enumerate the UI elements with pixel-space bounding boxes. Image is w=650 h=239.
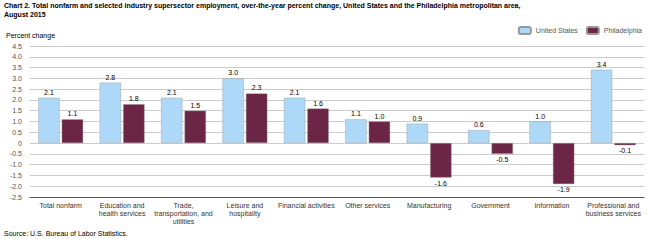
svg-text:utilities: utilities: [173, 218, 195, 225]
svg-text:-1.6: -1.6: [435, 180, 447, 187]
svg-text:Professional and: Professional and: [587, 202, 639, 209]
svg-text:3.4: 3.4: [597, 61, 607, 68]
svg-text:hospitality: hospitality: [229, 210, 261, 218]
svg-text:Chart 2. Total nonfarm and sel: Chart 2. Total nonfarm and selected indu…: [4, 2, 520, 10]
svg-text:3.0: 3.0: [228, 69, 238, 76]
svg-text:3.0: 3.0: [12, 75, 22, 82]
svg-text:2.0: 2.0: [12, 96, 22, 103]
svg-text:4.0: 4.0: [12, 53, 22, 60]
svg-text:-0.5: -0.5: [496, 156, 508, 163]
svg-text:Leisure and: Leisure and: [227, 202, 264, 209]
svg-text:2.1: 2.1: [290, 89, 300, 96]
svg-text:August 2015: August 2015: [4, 11, 46, 19]
svg-text:Source: U.S. Bureau of Labor S: Source: U.S. Bureau of Labor Statistics.: [4, 230, 128, 237]
svg-text:2.1: 2.1: [44, 89, 54, 96]
svg-text:1.0: 1.0: [375, 113, 385, 120]
svg-text:Financial activities: Financial activities: [278, 202, 335, 209]
svg-text:1.5: 1.5: [190, 102, 200, 109]
svg-text:-1.0: -1.0: [10, 161, 22, 168]
svg-text:-1.5: -1.5: [10, 172, 22, 179]
svg-text:-0.5: -0.5: [10, 150, 22, 157]
svg-text:Total nonfarm: Total nonfarm: [39, 202, 82, 209]
svg-text:2.3: 2.3: [252, 84, 262, 91]
svg-text:Philadelphia: Philadelphia: [604, 27, 642, 35]
svg-text:1.1: 1.1: [351, 110, 361, 117]
svg-text:health services: health services: [99, 210, 146, 217]
svg-text:-1.9: -1.9: [558, 186, 570, 193]
svg-text:-0.1: -0.1: [619, 147, 631, 154]
svg-text:1.8: 1.8: [129, 95, 139, 102]
svg-text:business services: business services: [586, 210, 642, 217]
svg-text:Other services: Other services: [345, 202, 391, 209]
svg-text:4.5: 4.5: [12, 43, 22, 50]
svg-text:Manufacturing: Manufacturing: [407, 202, 451, 210]
svg-text:Percent change: Percent change: [6, 32, 55, 40]
svg-text:1.6: 1.6: [313, 100, 323, 107]
svg-text:0: 0: [18, 140, 22, 147]
svg-text:1.0: 1.0: [535, 113, 545, 120]
svg-text:Trade,: Trade,: [174, 202, 194, 209]
svg-text:3.5: 3.5: [12, 64, 22, 71]
svg-text:0.9: 0.9: [412, 115, 422, 122]
svg-text:United States: United States: [536, 27, 579, 34]
svg-text:1.1: 1.1: [68, 110, 78, 117]
svg-text:0.5: 0.5: [12, 129, 22, 136]
svg-text:1.0: 1.0: [12, 118, 22, 125]
svg-text:transportation, and: transportation, and: [154, 210, 212, 218]
svg-text:Education and: Education and: [100, 202, 145, 209]
svg-text:-2.5: -2.5: [10, 194, 22, 201]
svg-text:2.1: 2.1: [167, 89, 177, 96]
svg-text:-2.0: -2.0: [10, 183, 22, 190]
svg-text:0.6: 0.6: [474, 121, 484, 128]
svg-text:2.5: 2.5: [12, 86, 22, 93]
svg-text:1.5: 1.5: [12, 107, 22, 114]
svg-text:2.8: 2.8: [105, 74, 115, 81]
svg-text:Information: Information: [534, 202, 569, 209]
svg-text:Government: Government: [471, 202, 510, 209]
